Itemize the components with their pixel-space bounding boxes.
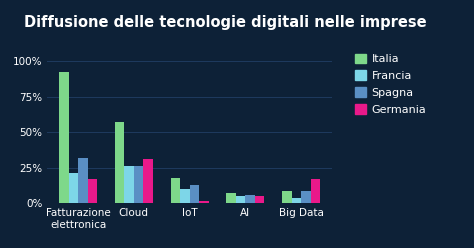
Bar: [227, 193, 236, 203]
Bar: [88, 179, 97, 203]
Bar: [255, 196, 264, 203]
Bar: [199, 201, 209, 203]
Bar: [143, 159, 153, 203]
Bar: [69, 173, 78, 203]
Bar: [59, 72, 69, 203]
Legend: Italia, Francia, Spagna, Germania: Italia, Francia, Spagna, Germania: [352, 50, 429, 118]
Bar: [171, 178, 180, 203]
Bar: [301, 190, 310, 203]
Bar: [134, 166, 143, 203]
Bar: [310, 179, 320, 203]
Bar: [282, 190, 292, 203]
Bar: [180, 189, 190, 203]
Bar: [292, 198, 301, 203]
Bar: [236, 196, 246, 203]
Bar: [78, 158, 88, 203]
Bar: [246, 195, 255, 203]
Bar: [190, 185, 199, 203]
Text: Diffusione delle tecnologie digitali nelle imprese: Diffusione delle tecnologie digitali nel…: [24, 15, 426, 30]
Bar: [115, 122, 124, 203]
Bar: [124, 166, 134, 203]
